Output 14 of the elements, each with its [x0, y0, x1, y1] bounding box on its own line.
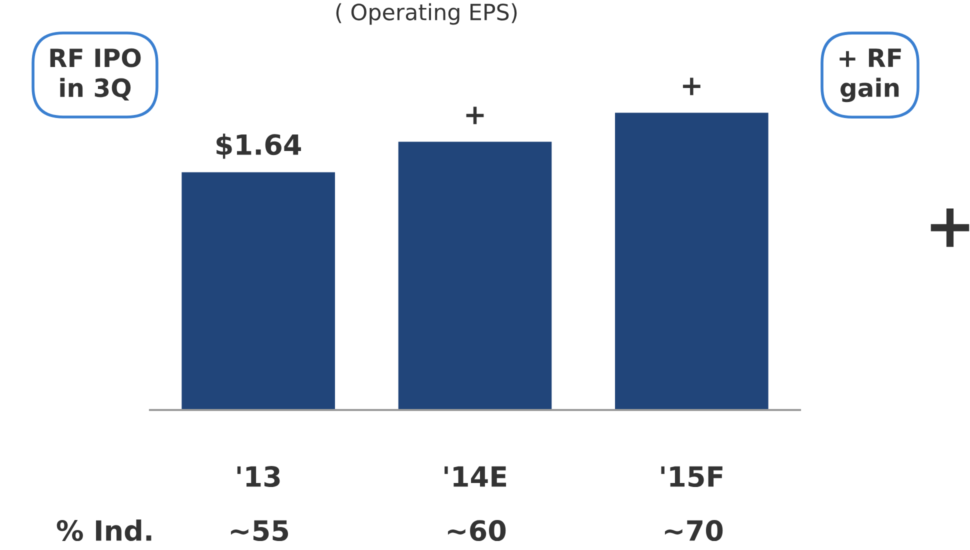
- text: ~70: [664, 520, 723, 542]
- text: + RF gain: [840, 48, 901, 102]
- x-tick-label: '13: [237, 466, 280, 488]
- text: RF IPO in 3Q: [50, 48, 141, 100]
- chart-title: ( Operating EPS): [336, 3, 517, 25]
- x-tick-label: '14E: [444, 466, 506, 487]
- data-label: +: [466, 106, 484, 124]
- text: +: [930, 208, 970, 247]
- x-tick-label: '15F: [661, 466, 722, 488]
- text: ~60: [448, 520, 506, 542]
- text: ~55: [230, 520, 288, 542]
- data-label: $1.64: [216, 134, 301, 159]
- text: % Ind.: [56, 520, 152, 542]
- data-label: +: [682, 78, 700, 96]
